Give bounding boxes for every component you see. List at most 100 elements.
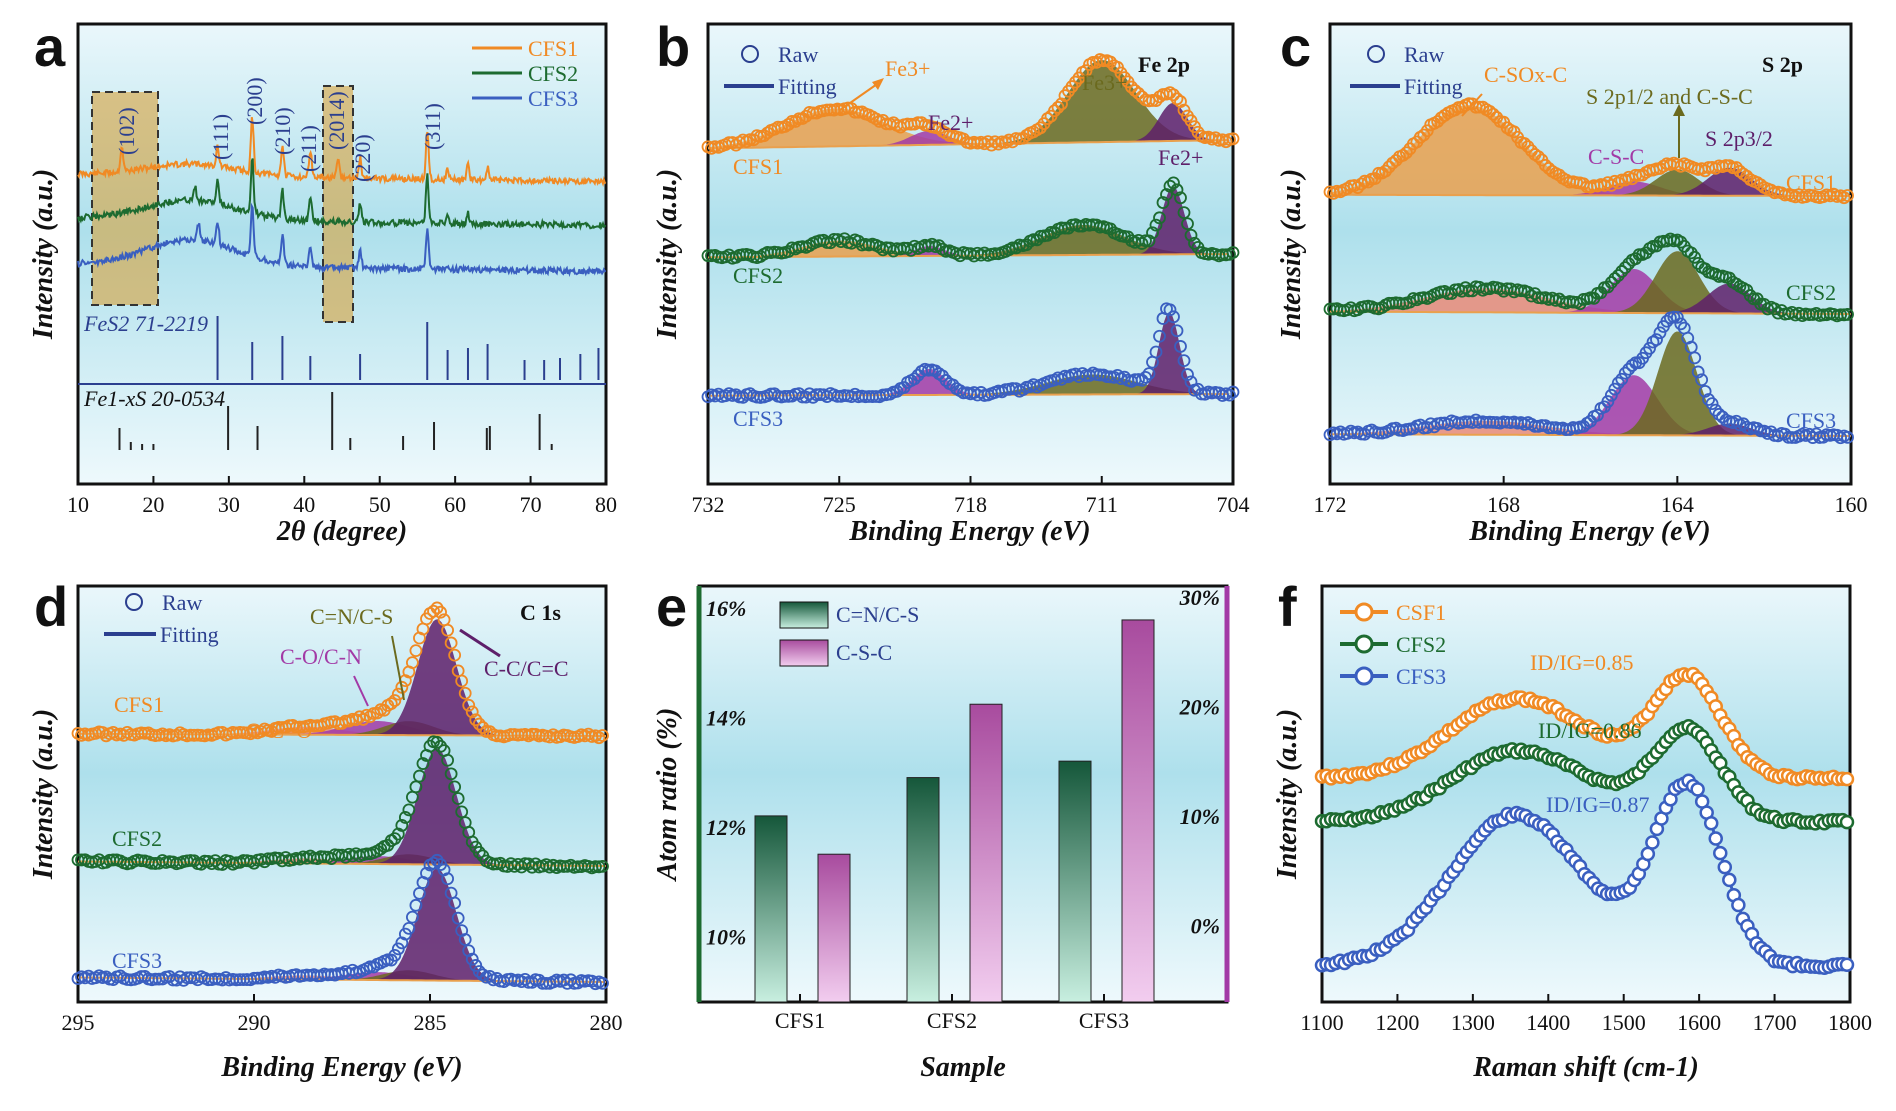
left-tick-label: 16% (706, 596, 746, 621)
fe2p-raw-point (1170, 324, 1184, 338)
ratio-label-csf1: ID/IG=0.85 (1530, 650, 1633, 675)
panel-b-sample-cfs2: CFS2 (733, 263, 783, 288)
fe2p-component (708, 186, 1231, 258)
c1s-raw-point (448, 780, 462, 794)
bar-csc-cfs3 (1121, 619, 1155, 1003)
fe3-sat-arrowhead (872, 78, 884, 90)
panel-d-core-label: C 1s (520, 600, 561, 625)
s2p-raw-point (1400, 146, 1413, 160)
panel-c-sample-cfs1: CFS1 (1786, 170, 1836, 195)
legend-csf1: CSF1 (1396, 600, 1446, 625)
s2p-raw-point (1604, 276, 1618, 289)
c1s-raw-point (409, 898, 423, 912)
bar-cn-cs-cfs3 (1058, 760, 1092, 1003)
legend-cfs3: CFS3 (528, 86, 578, 111)
fe2p-raw-point (782, 118, 795, 131)
c1s-raw-point (434, 605, 447, 619)
c1s-raw-point (349, 713, 363, 727)
c1s-raw-point (448, 896, 462, 910)
c1s-raw-point (427, 856, 440, 870)
ref-label-fes2: FeS2 71-2219 (83, 311, 208, 336)
peak-label-fe3: Fe3+ (1082, 70, 1127, 95)
s2p-raw-point (1438, 109, 1452, 122)
s2p-raw-point (1729, 161, 1743, 174)
raman-point (1722, 872, 1737, 888)
panel-c-plot (1323, 97, 1854, 445)
s2p-raw-point (1691, 365, 1705, 379)
highlight-box-2014 (322, 85, 354, 323)
c1s-raw-point (451, 792, 465, 805)
fe2p-raw-point (1160, 188, 1173, 201)
s2p-component (1330, 423, 1849, 436)
left-tick-label: 10% (706, 924, 746, 949)
s2p-raw-point (1514, 284, 1528, 298)
co-arrow (353, 675, 369, 707)
c1s-raw-point (374, 842, 388, 856)
peak-label-csoxc: C-SOx-C (1484, 62, 1567, 87)
fe2p-raw-point (1223, 388, 1236, 402)
raman-point (1839, 814, 1855, 830)
right-tick-label: 30% (1179, 585, 1220, 610)
peak-label-co-cn: C-O/C-N (280, 644, 362, 669)
s2p-raw-point (1354, 177, 1368, 191)
c1s-raw-point (596, 860, 609, 873)
x-tick-label: 160 (1835, 492, 1868, 517)
x-tick-label: 725 (823, 492, 856, 517)
panel-f-letter: f (1278, 575, 1297, 638)
legend-raw: Raw (162, 590, 202, 615)
x-tick-label: 285 (414, 1010, 447, 1035)
panel-f-x-ticks: 1100 1200 1300 1400 1500 1600 1700 1800 (1300, 994, 1872, 1035)
panel-c-x-ticks: 172 168 164 160 (1314, 476, 1868, 517)
s2p-raw-point (1841, 308, 1854, 321)
peak-label-s2p32: S 2p3/2 (1705, 126, 1773, 151)
panel-c-sample-cfs2: CFS2 (1786, 280, 1836, 305)
c1s-raw-point (596, 729, 609, 742)
c1s-raw-point (398, 811, 412, 824)
panel-f-legend: CSF1 CFS2 CFS3 (1340, 600, 1446, 689)
legend-raw-marker (741, 45, 759, 63)
category-label: CFS3 (1079, 1008, 1129, 1033)
panel-e: e CFS1 CFS2 CFS3 10% 12% 14% 16% 0% 10% 20% 30% C=… (652, 575, 1230, 1083)
panel-f: f CSF1 CFS2 CFS3 ID/IG=0.85 ID/IG=0.86 I… (1272, 575, 1872, 1083)
peak-label-311: (311) (420, 103, 445, 150)
s2p-raw-point (1709, 403, 1722, 417)
xrd-line-cfs3 (77, 202, 607, 278)
panel-f-xlabel: Raman shift (cm-1) (1472, 1052, 1699, 1083)
x-tick-label: 10 (67, 492, 89, 517)
s2p-raw-point (1396, 148, 1410, 162)
c1s-raw-point (441, 872, 455, 886)
s2p-component (1330, 167, 1849, 196)
panel-e-xlabel: Sample (920, 1052, 1006, 1083)
x-tick-label: 40 (293, 492, 315, 517)
highlight-box-102 (91, 91, 159, 306)
fe2p-raw-point (869, 112, 883, 126)
panel-d-letter: d (34, 575, 68, 638)
x-tick-label: 60 (444, 492, 466, 517)
c1s-raw-point (483, 969, 497, 983)
s2p-component (1330, 269, 1849, 314)
fe2p-raw-point (1226, 132, 1240, 146)
fe2p-raw-point (1163, 303, 1177, 317)
fe2p-raw-point (1048, 104, 1061, 118)
raman-point (1645, 835, 1660, 850)
xrd-line-cfs2 (77, 158, 607, 231)
s2p-component (1330, 105, 1849, 196)
bar-csc-cfs2 (969, 703, 1003, 1003)
bar-cn-cs-cfs1 (754, 815, 788, 1003)
s2p-raw-point (1361, 175, 1375, 189)
c1s-raw-point (589, 860, 602, 874)
s2p-raw-point (1521, 140, 1535, 154)
c1s-raw-point (455, 674, 469, 688)
fe2p-raw-point (1153, 329, 1166, 343)
x-tick-label: 50 (369, 492, 391, 517)
panel-b-xlabel: Binding Energy (eV) (848, 516, 1090, 547)
s2p-raw-point (1382, 160, 1396, 174)
legend-fitting: Fitting (1404, 74, 1463, 99)
fe2p-raw-point (1146, 94, 1159, 107)
s2p-raw-point (1351, 181, 1365, 194)
panel-d-legend: Raw Fitting (104, 590, 219, 647)
panel-d-x-ticks: 295 290 285 280 (62, 994, 623, 1035)
panel-b-sample-cfs1: CFS1 (733, 154, 783, 179)
s2p-raw-point (1643, 341, 1656, 355)
